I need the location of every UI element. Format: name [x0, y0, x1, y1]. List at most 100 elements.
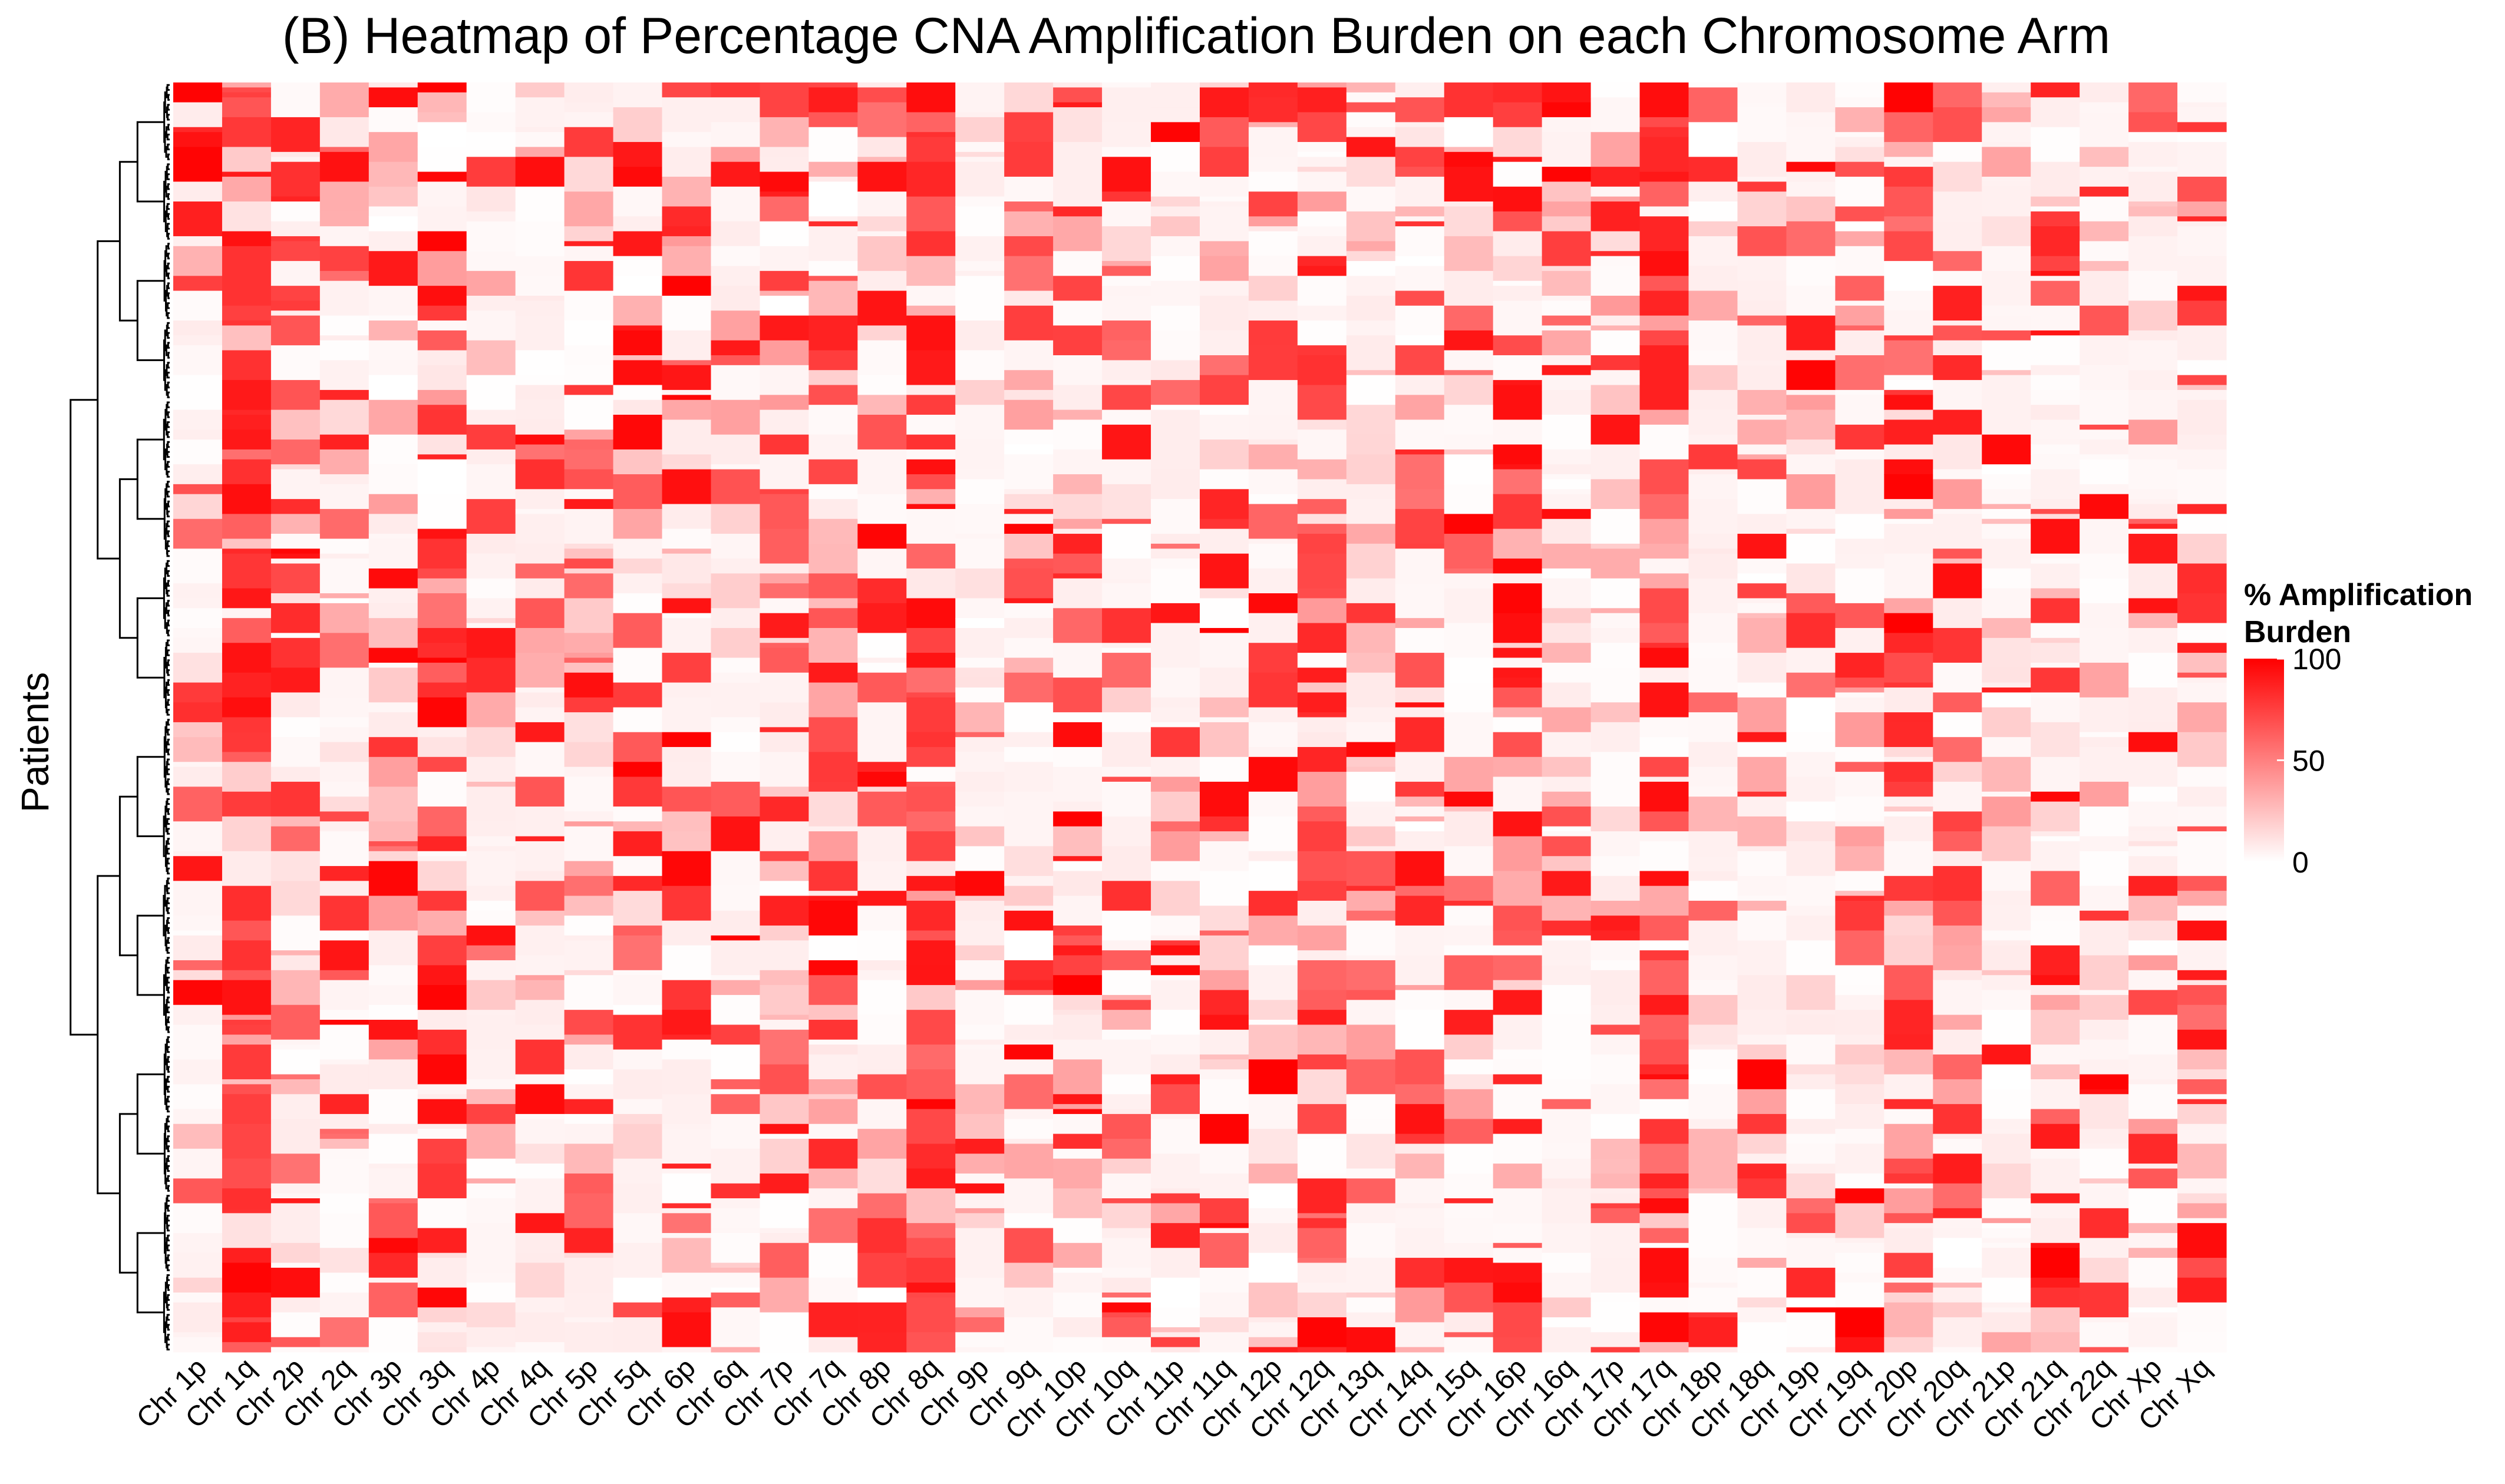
heatmap-cell — [564, 261, 614, 292]
heatmap-cell — [808, 1188, 858, 1209]
heatmap-cell — [368, 1123, 418, 1135]
heatmap-cell — [662, 885, 712, 921]
heatmap-cell — [564, 1173, 614, 1194]
heatmap-cell — [1542, 415, 1592, 450]
heatmap-cell — [1982, 142, 2031, 148]
heatmap-cell — [808, 900, 858, 936]
heatmap-cell — [808, 280, 858, 316]
heatmap-cell — [1444, 82, 1494, 118]
heatmap-cell — [2031, 256, 2080, 272]
heatmap-cell — [173, 1252, 223, 1278]
heatmap-cell — [906, 891, 956, 901]
heatmap-cell — [1590, 1258, 1641, 1293]
heatmap-cell — [808, 261, 858, 276]
heatmap-cell — [1688, 474, 1738, 490]
heatmap-cell — [1786, 1034, 1836, 1065]
heatmap-cell — [515, 1342, 565, 1353]
heatmap-cell — [222, 791, 272, 817]
heatmap-cell — [1982, 905, 2031, 931]
heatmap-cell — [857, 479, 907, 495]
heatmap-cell — [1639, 915, 1689, 941]
heatmap-cell — [760, 171, 809, 192]
heatmap-cell — [270, 514, 321, 534]
heatmap-cell — [1639, 623, 1689, 643]
heatmap-cell — [515, 910, 565, 926]
heatmap-cell — [1248, 97, 1298, 123]
heatmap-cell — [857, 236, 907, 272]
heatmap-cell — [1004, 489, 1054, 495]
heatmap-cell — [2128, 206, 2178, 217]
heatmap-cell — [1688, 399, 1738, 411]
heatmap-cell — [1982, 707, 2031, 738]
heatmap-cell — [1151, 975, 1200, 981]
heatmap-cell — [222, 1342, 272, 1353]
heatmap-cell — [1639, 841, 1689, 872]
heatmap-cell — [319, 667, 369, 698]
heatmap-cell — [515, 1262, 565, 1298]
heatmap-cell — [1590, 578, 1641, 609]
heatmap-cell — [808, 573, 858, 599]
heatmap-cell — [173, 851, 223, 857]
heatmap-cell — [1835, 965, 1884, 986]
heatmap-cell — [270, 1119, 321, 1154]
heatmap-cell — [1395, 206, 1445, 217]
heatmap-cell — [1835, 603, 1884, 629]
heatmap-cell — [270, 881, 321, 916]
heatmap-cell — [711, 558, 761, 574]
heatmap-cell — [1590, 266, 1641, 296]
heatmap-cell — [955, 627, 1005, 659]
heatmap-cell — [222, 920, 272, 941]
heatmap-cell — [1200, 1232, 1249, 1268]
heatmap-cell — [1737, 1045, 1787, 1060]
heatmap-cell — [1297, 900, 1347, 921]
heatmap-cell — [906, 1332, 956, 1353]
heatmap-cell — [1982, 82, 2031, 93]
heatmap-cell — [2177, 677, 2227, 683]
heatmap-cell — [808, 608, 858, 629]
heatmap-cell — [1297, 419, 1347, 430]
heatmap-cell — [1590, 722, 1641, 753]
heatmap-cell — [1395, 796, 1445, 807]
heatmap-cell — [760, 613, 809, 639]
heatmap-cell — [1151, 409, 1200, 440]
heatmap-cell — [564, 1084, 614, 1100]
heatmap-cell — [1053, 1133, 1103, 1149]
heatmap-cell — [1395, 147, 1445, 167]
heatmap-cell — [1542, 1188, 1592, 1224]
heatmap-cell — [2031, 97, 2080, 128]
heatmap-cell — [1395, 335, 1445, 346]
heatmap-cell — [1151, 196, 1200, 207]
heatmap-cell — [2031, 196, 2080, 207]
heatmap-cell — [417, 1228, 467, 1254]
heatmap-cell — [1590, 752, 1641, 782]
heatmap-cell — [1982, 1129, 2031, 1135]
heatmap-cell — [270, 1154, 321, 1184]
heatmap-cell — [1835, 147, 1884, 163]
heatmap-cell — [808, 960, 858, 976]
heatmap-cell — [1151, 1203, 1200, 1224]
heatmap-cell — [1737, 682, 1787, 698]
heatmap-cell — [2177, 504, 2227, 514]
heatmap-cell — [1053, 677, 1103, 713]
heatmap-cell — [1884, 583, 1933, 599]
heatmap-cell — [1786, 196, 1836, 207]
heatmap-cell — [857, 1069, 907, 1075]
heatmap-cell — [173, 970, 223, 981]
heatmap-cell — [857, 161, 907, 192]
heatmap-cell — [1542, 1223, 1592, 1254]
heatmap-cell — [1200, 256, 1249, 282]
heatmap-cell — [1786, 181, 1836, 197]
heatmap-cell — [417, 935, 467, 966]
heatmap-cell — [1590, 1054, 1641, 1085]
heatmap-cell — [1933, 1079, 1982, 1105]
heatmap-cell — [1200, 405, 1249, 415]
heatmap-cell — [270, 737, 321, 768]
heatmap-cell — [1982, 1064, 2031, 1090]
heatmap-cell — [368, 534, 418, 540]
heatmap-cell — [1248, 851, 1298, 862]
heatmap-cell — [1786, 1198, 1836, 1214]
heatmap-cell — [1102, 558, 1151, 579]
heatmap-cell — [1297, 1139, 1347, 1174]
heatmap-cell — [2031, 945, 2080, 976]
heatmap-cell — [1297, 1228, 1347, 1258]
